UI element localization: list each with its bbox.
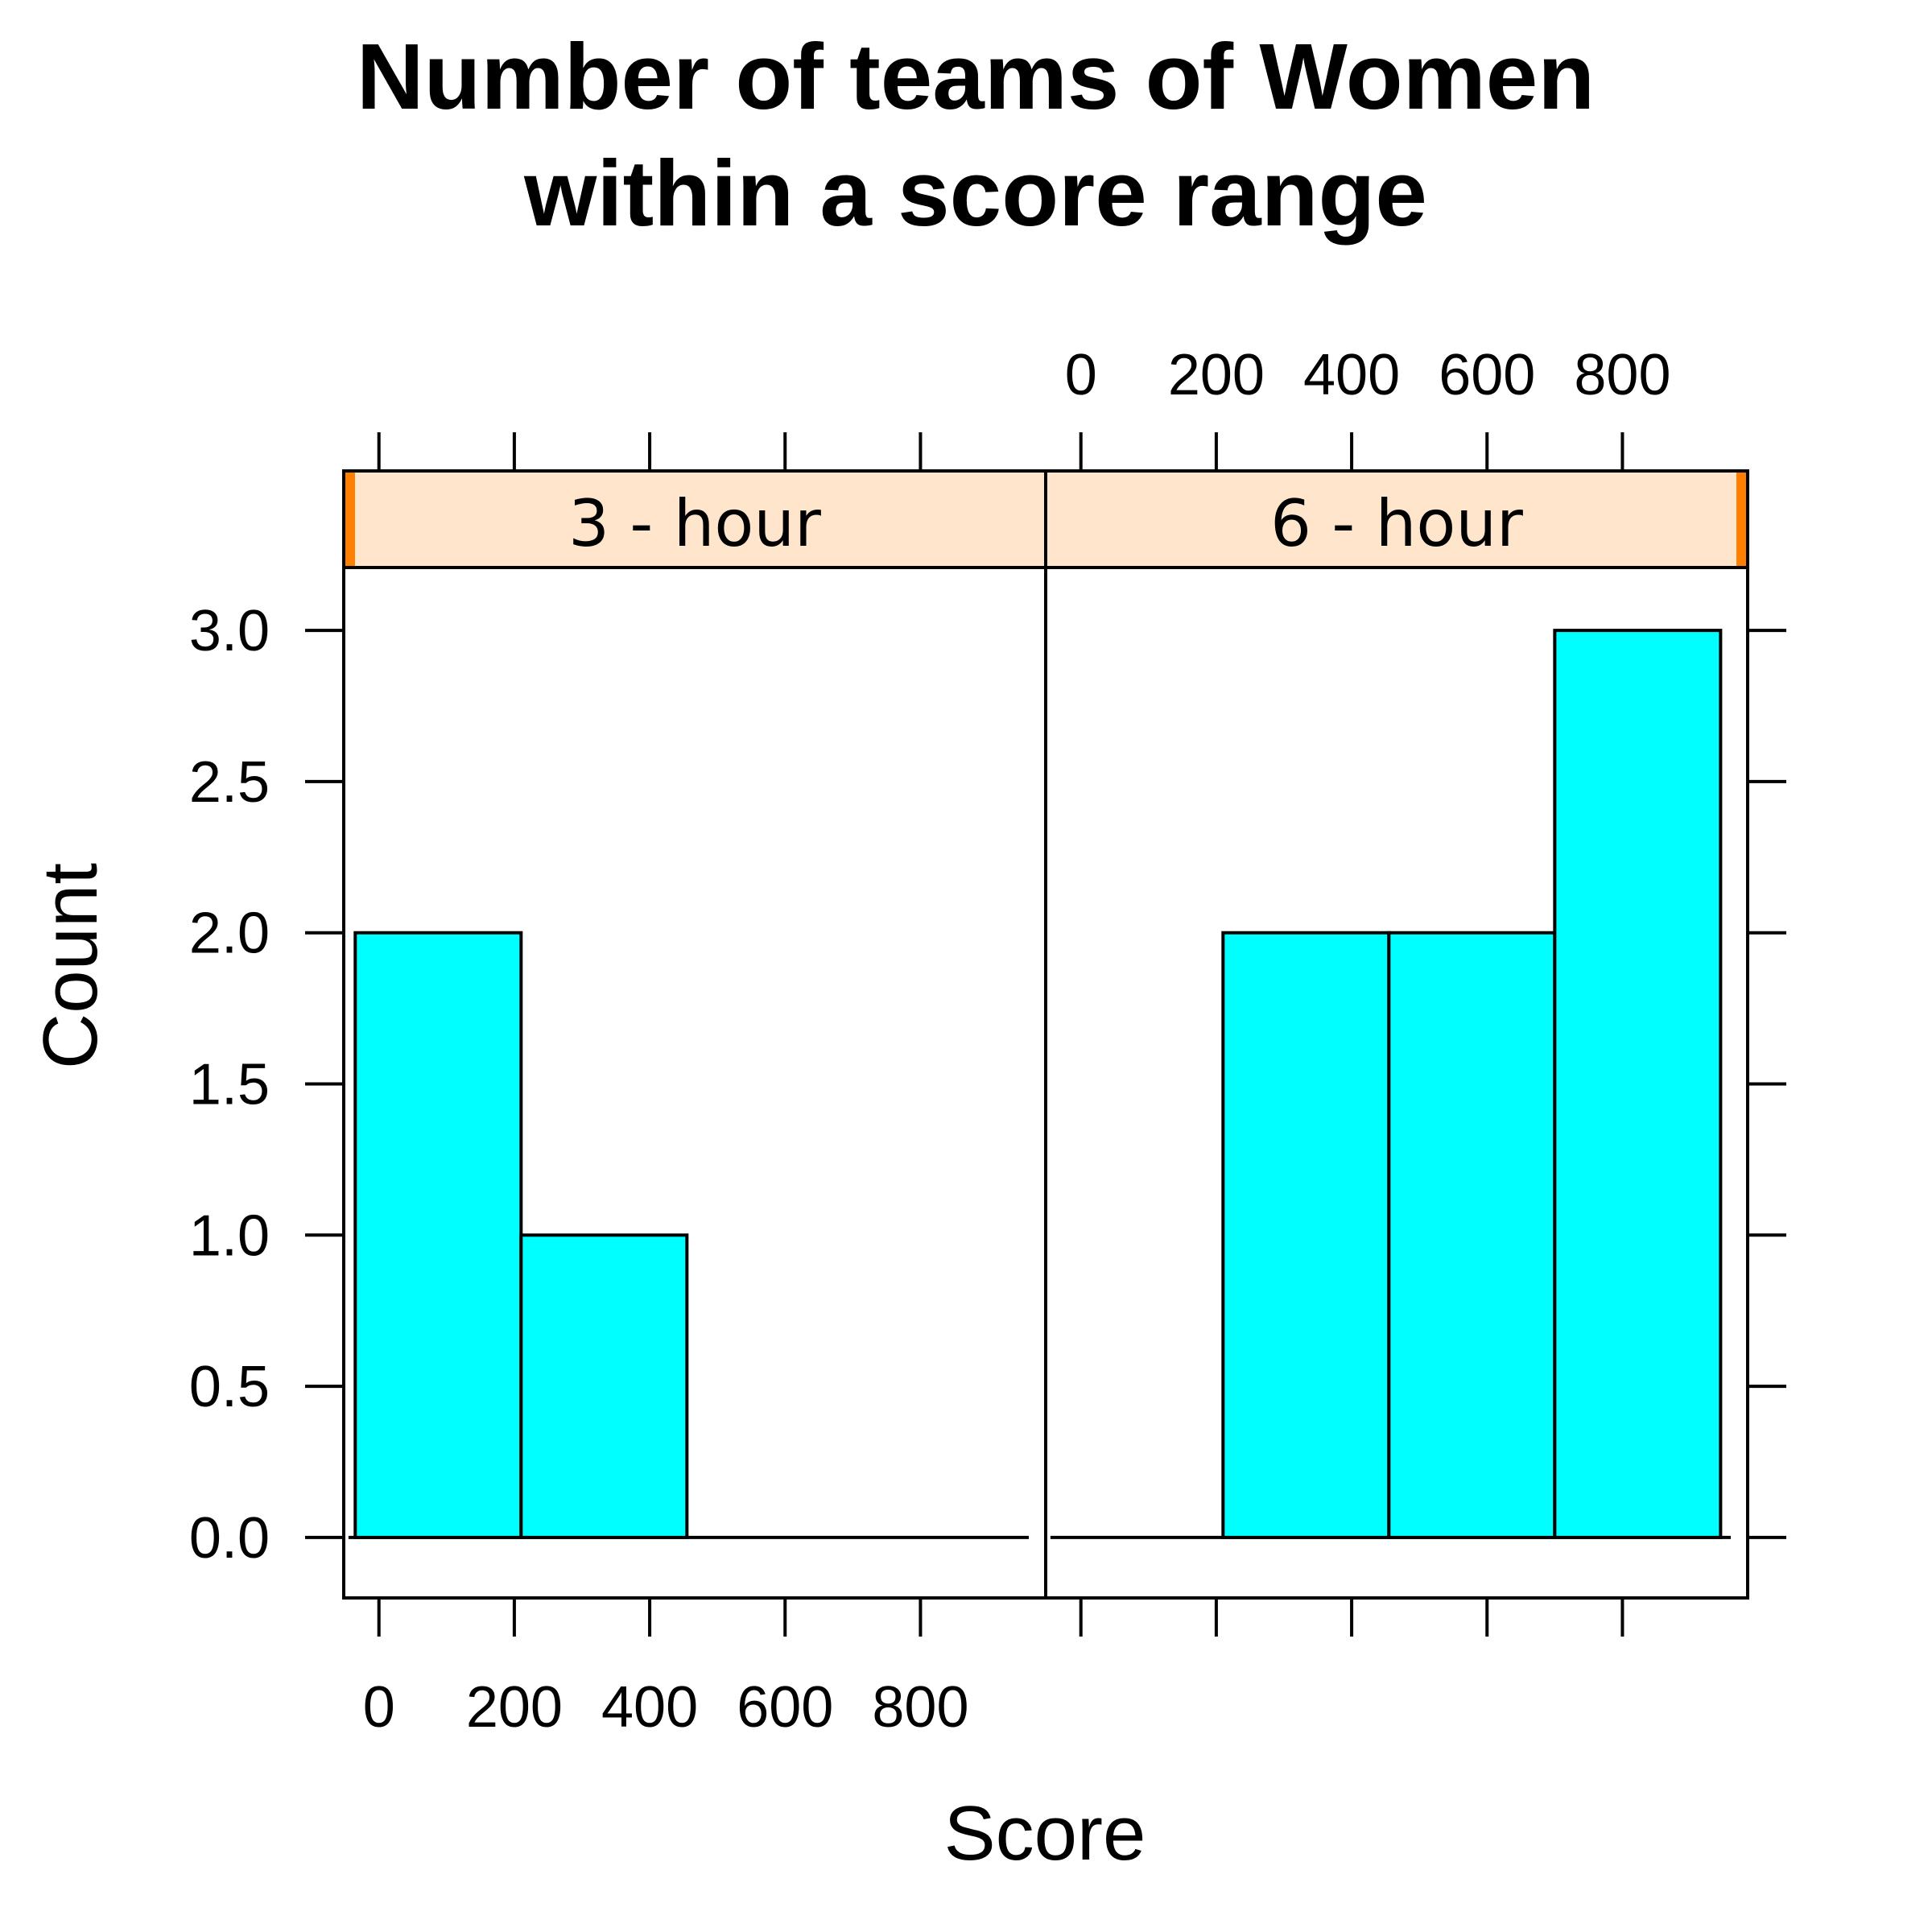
panels-layer: 3 - hour 0 200 400 600 800 6 - hour 0 200 400 600 8… bbox=[189, 343, 1786, 1740]
y-tick-label: 0.0 bbox=[189, 1506, 270, 1571]
x-tick-label: 400 bbox=[601, 1675, 698, 1740]
histogram-bar bbox=[1553, 629, 1723, 1539]
y-axis-title: Count bbox=[27, 863, 114, 1069]
x-tick-label: 800 bbox=[872, 1675, 968, 1740]
chart-title-line-2: within a score range bbox=[523, 141, 1427, 246]
histogram-bar bbox=[519, 1233, 689, 1539]
histogram-bar bbox=[1221, 931, 1391, 1539]
histogram-bar bbox=[353, 931, 523, 1539]
y-tick-label: 1.5 bbox=[189, 1053, 270, 1117]
y-tick-label: 2.5 bbox=[189, 750, 270, 815]
x-tick-label: 600 bbox=[737, 1675, 833, 1740]
y-tick-label: 1.0 bbox=[189, 1203, 270, 1268]
panel-strip bbox=[344, 471, 1046, 568]
panel-strip-label: 6 - hour bbox=[1270, 486, 1523, 561]
y-tick-label: 0.5 bbox=[189, 1355, 270, 1419]
chart-title-line-1: Number of teams of Women bbox=[357, 24, 1595, 129]
y-tick-label: 3.0 bbox=[189, 599, 270, 663]
x-axis-title: Score bbox=[944, 1790, 1146, 1876]
panel-strip bbox=[1046, 471, 1748, 568]
x-tick-label: 400 bbox=[1303, 343, 1400, 407]
x-tick-label: 0 bbox=[363, 1675, 395, 1740]
x-tick-label: 200 bbox=[1168, 343, 1265, 407]
x-tick-label: 800 bbox=[1574, 343, 1670, 407]
y-tick-label: 2.0 bbox=[189, 902, 270, 966]
panel-strip-level-indicator bbox=[345, 473, 355, 566]
histogram-bar bbox=[1387, 931, 1557, 1539]
x-tick-label: 0 bbox=[1065, 343, 1097, 407]
x-tick-label: 600 bbox=[1439, 343, 1535, 407]
x-tick-label: 200 bbox=[466, 1675, 563, 1740]
panel-frame bbox=[1044, 469, 1749, 1600]
panel-strip-level-indicator bbox=[1736, 473, 1746, 566]
panel-strip-label: 3 - hour bbox=[568, 486, 821, 561]
